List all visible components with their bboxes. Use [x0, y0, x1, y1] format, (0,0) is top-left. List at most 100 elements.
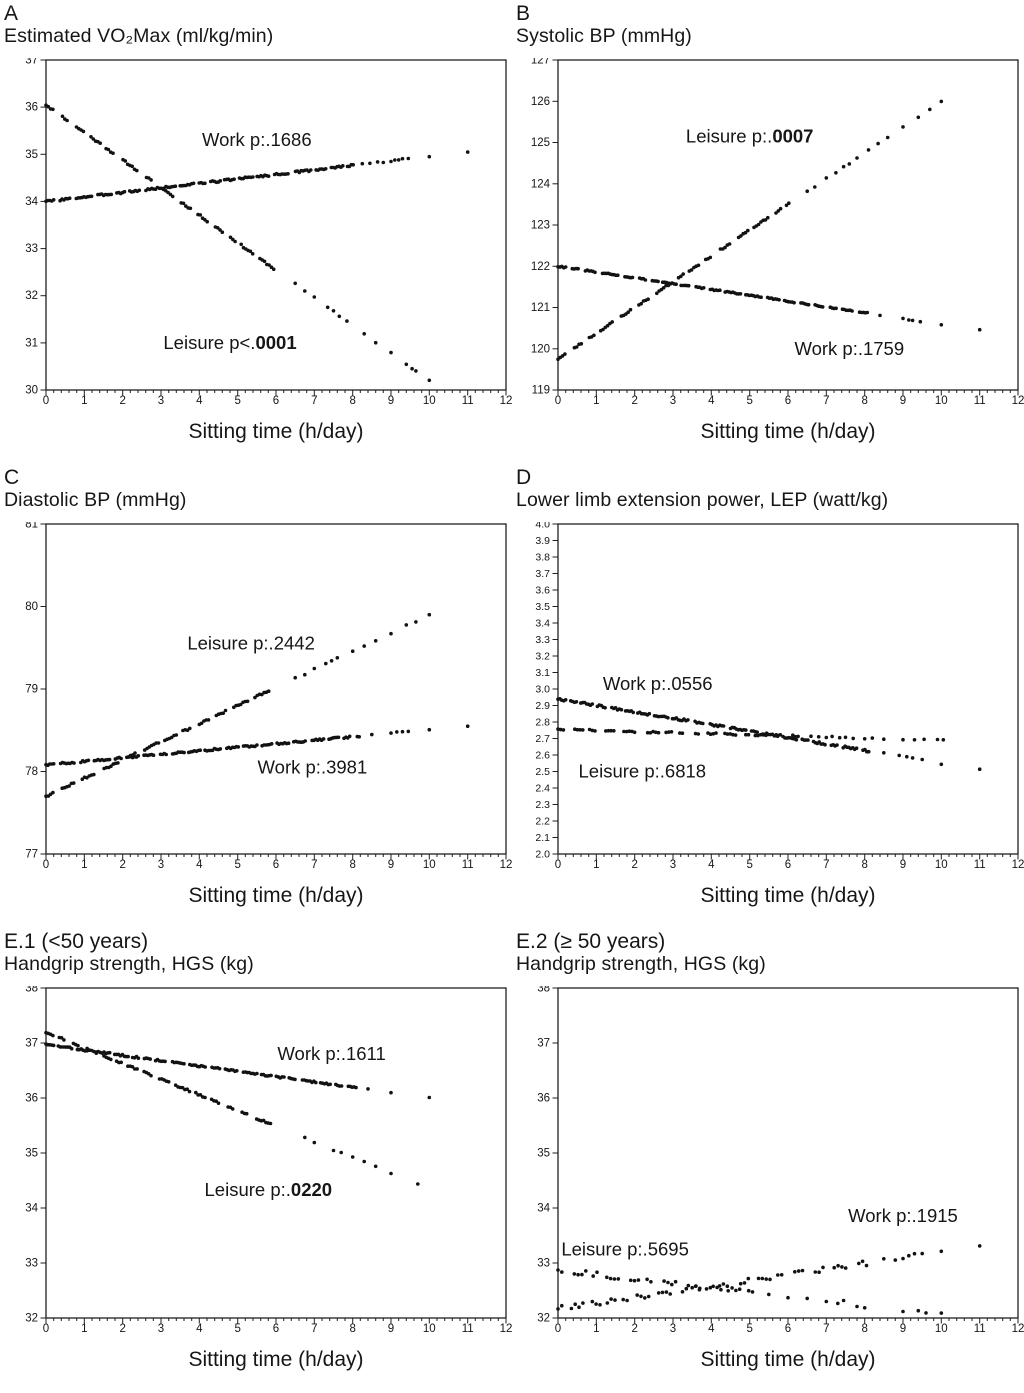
svg-text:36: 36 [25, 1093, 38, 1105]
svg-text:8: 8 [349, 395, 355, 407]
svg-text:3.2: 3.2 [535, 651, 550, 663]
svg-text:37: 37 [25, 1038, 38, 1050]
x-axis-ticks [45, 854, 507, 860]
svg-text:32: 32 [25, 1313, 38, 1325]
svg-text:9: 9 [388, 859, 394, 871]
y-axis-labels: 32 33 34 35 36 37 38 [537, 986, 550, 1325]
svg-text:5: 5 [746, 859, 752, 871]
svg-text:2: 2 [631, 1323, 637, 1335]
svg-text:8: 8 [861, 1323, 867, 1335]
svg-text:12: 12 [1012, 1323, 1024, 1335]
chart-vo2max: 0 1 2 3 4 5 6 7 8 9 10 11 123031323334353637Sitting … [25, 58, 512, 443]
svg-text:2.9: 2.9 [535, 700, 550, 712]
series-work-dots [556, 697, 982, 771]
chart-lep: 0 1 2 3 4 5 6 7 8 9 10 11 122.02.12.22.32.42.52.62.7… [535, 522, 1024, 907]
svg-text:8: 8 [861, 859, 867, 871]
svg-text:4: 4 [196, 395, 203, 407]
svg-text:0: 0 [43, 859, 49, 871]
svg-text:121: 121 [531, 302, 550, 314]
panel-e1-title: Handgrip strength, HGS (kg) [4, 953, 254, 976]
svg-text:12: 12 [500, 395, 512, 407]
svg-text:4: 4 [196, 1323, 203, 1335]
x-axis-title: Sitting time (h/day) [700, 884, 875, 907]
x-axis-title: Sitting time (h/day) [700, 420, 875, 443]
svg-text:6: 6 [785, 395, 791, 407]
p-value-label: Work p:.1759 [794, 338, 904, 359]
y-axis-ticks [552, 523, 558, 855]
panel-d-header: D Lower limb extension power, LEP (watt/… [512, 464, 1024, 522]
svg-text:4: 4 [708, 859, 715, 871]
svg-text:4: 4 [196, 859, 203, 871]
y-axis-labels: 77 78 79 80 81 [25, 522, 38, 861]
svg-text:11: 11 [974, 859, 986, 871]
y-axis-labels: 119 120 121 122 123 124 125 126 127 [531, 58, 551, 397]
x-axis-ticks [557, 390, 1019, 396]
svg-text:8: 8 [349, 1323, 355, 1335]
svg-text:12: 12 [500, 859, 512, 871]
x-axis-labels: 0 1 2 3 4 5 6 7 8 9 10 11 12 [555, 395, 1024, 407]
svg-text:78: 78 [25, 766, 38, 778]
svg-text:34: 34 [25, 196, 38, 208]
svg-text:80: 80 [25, 601, 38, 613]
svg-text:38: 38 [25, 986, 38, 995]
svg-text:32: 32 [25, 290, 38, 302]
svg-text:10: 10 [935, 859, 948, 871]
x-axis-labels: 0 1 2 3 4 5 6 7 8 9 10 11 12 [43, 1323, 512, 1335]
p-value-label: Work p:.1686 [202, 129, 312, 150]
svg-text:11: 11 [974, 1323, 986, 1335]
x-axis-ticks [557, 1318, 1019, 1324]
x-axis-ticks [45, 1318, 507, 1324]
p-value-label: Work p:.1611 [277, 1043, 385, 1064]
svg-text:7: 7 [823, 859, 829, 871]
panel-e2: E.2 (≥ 50 years) Handgrip strength, HGS … [512, 928, 1024, 1393]
svg-text:125: 125 [531, 137, 550, 149]
svg-text:2.0: 2.0 [535, 849, 550, 861]
svg-text:0: 0 [555, 395, 561, 407]
svg-text:77: 77 [25, 849, 38, 861]
svg-text:11: 11 [462, 1323, 474, 1335]
svg-text:38: 38 [537, 986, 550, 995]
svg-text:37: 37 [25, 58, 38, 67]
svg-text:7: 7 [823, 395, 829, 407]
svg-text:3.7: 3.7 [535, 568, 550, 580]
x-axis-ticks [557, 854, 1019, 860]
series-leisure-dots [556, 99, 944, 362]
x-axis-labels: 0 1 2 3 4 5 6 7 8 9 10 11 12 [43, 859, 512, 871]
series-work-dots [44, 150, 470, 204]
svg-text:3.3: 3.3 [535, 634, 550, 646]
svg-text:2: 2 [631, 395, 637, 407]
p-value-label: Work p:.1915 [848, 1205, 958, 1226]
plot-frame [45, 523, 507, 855]
y-axis-ticks [552, 59, 558, 391]
svg-text:30: 30 [25, 385, 38, 397]
panel-c-header: C Diastolic BP (mmHg) [0, 464, 512, 522]
svg-text:1: 1 [81, 1323, 87, 1335]
svg-text:3.5: 3.5 [535, 601, 550, 613]
svg-text:3: 3 [670, 859, 676, 871]
svg-text:11: 11 [974, 395, 986, 407]
p-value-label: Leisure p:.0007 [686, 125, 814, 146]
panel-c-letter: C [4, 466, 20, 489]
svg-text:37: 37 [537, 1038, 550, 1050]
svg-text:3.4: 3.4 [535, 618, 550, 630]
svg-text:2.4: 2.4 [535, 783, 550, 795]
panel-d-title: Lower limb extension power, LEP (watt/kg… [516, 489, 889, 512]
svg-text:3: 3 [158, 395, 164, 407]
svg-text:5: 5 [234, 1323, 240, 1335]
y-axis-labels: 30 31 32 33 34 35 36 37 [25, 58, 38, 397]
svg-text:3.6: 3.6 [535, 585, 550, 597]
svg-text:3: 3 [158, 1323, 164, 1335]
svg-text:1: 1 [81, 395, 87, 407]
svg-text:35: 35 [537, 1148, 550, 1160]
p-value-label: Leisure p:.5695 [561, 1238, 689, 1259]
svg-text:9: 9 [388, 1323, 394, 1335]
plot-frame [45, 987, 507, 1319]
svg-text:81: 81 [25, 522, 38, 531]
svg-text:7: 7 [311, 1323, 317, 1335]
svg-text:6: 6 [273, 1323, 279, 1335]
svg-text:10: 10 [935, 1323, 948, 1335]
svg-text:2.5: 2.5 [535, 766, 550, 778]
svg-text:10: 10 [423, 1323, 436, 1335]
